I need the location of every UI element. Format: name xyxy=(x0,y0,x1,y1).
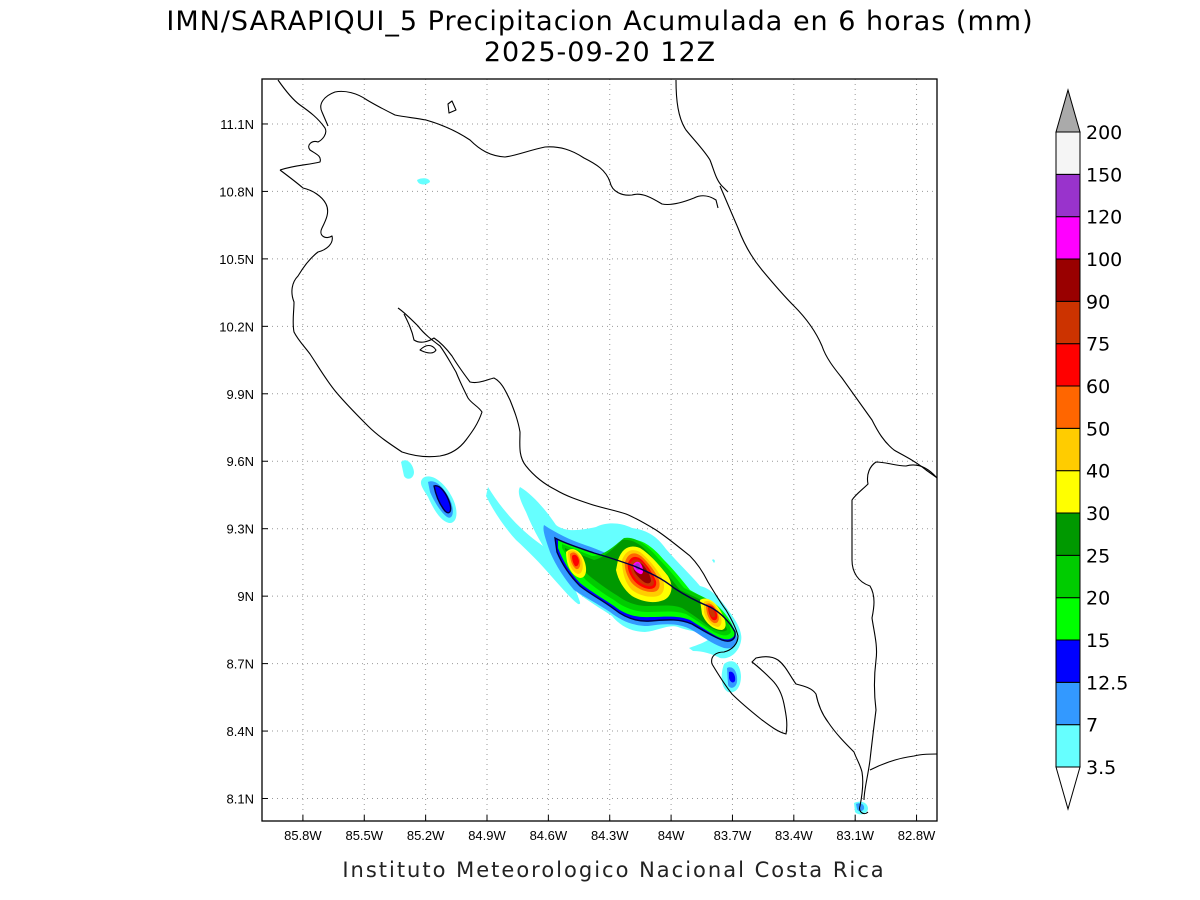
colorbar-swatch-2 xyxy=(1055,639,1081,683)
colorbar-label: 75 xyxy=(1086,334,1110,356)
lat-tick-label: 8.7N xyxy=(227,657,254,672)
colorbar-swatch-12 xyxy=(1055,216,1081,260)
map-area xyxy=(262,79,937,821)
colorbar-label: 25 xyxy=(1086,545,1110,567)
gulf-of-nicoya-island xyxy=(419,344,437,354)
colorbar-label: 30 xyxy=(1086,503,1110,525)
lat-tick-label: 10.5N xyxy=(219,252,254,267)
colorbar-swatch-3 xyxy=(1055,597,1081,641)
colorbar-swatch-6 xyxy=(1055,470,1081,514)
lon-tick-label: 83.7W xyxy=(714,828,752,843)
colorbar-label: 15 xyxy=(1086,630,1110,652)
grid-lines xyxy=(262,79,937,821)
lon-tick-label: 84.3W xyxy=(591,828,629,843)
colorbar-label: 3.5 xyxy=(1086,757,1116,779)
gulf-of-nicoya-coast xyxy=(403,313,739,665)
colorbar-swatch-13 xyxy=(1055,173,1081,218)
colorbar-swatch-11 xyxy=(1055,258,1081,302)
map-frame xyxy=(261,78,938,822)
colorbar-label: 120 xyxy=(1086,207,1122,229)
colorbar-swatch-8 xyxy=(1055,385,1081,429)
colorbar-label: 20 xyxy=(1086,588,1110,610)
lon-tick-label: 84.9W xyxy=(468,828,506,843)
lon-tick-label: 82.8W xyxy=(898,828,936,843)
colorbar-swatch-5 xyxy=(1055,512,1081,556)
lon-tick-label: 85.5W xyxy=(345,828,383,843)
colorbar-label: 40 xyxy=(1086,461,1110,483)
colorbar-swatch-9 xyxy=(1055,343,1081,387)
colorbar: 3.5 7 12.5 15 20 25 30 40 50 60 75 90 100 120 150 200 xyxy=(1055,88,1128,811)
colorbar-high-arrow xyxy=(1055,88,1081,133)
colorbar-swatch-7 xyxy=(1055,427,1081,472)
colorbar-swatch-4 xyxy=(1055,554,1081,599)
lat-tick-label: 10.2N xyxy=(219,319,254,334)
lat-tick-label: 10.8N xyxy=(219,184,254,199)
colorbar-low-arrow xyxy=(1055,766,1081,811)
colorbar-label: 12.5 xyxy=(1086,672,1128,694)
osa-peninsula-coast xyxy=(711,656,869,815)
colorbar-swatch-0 xyxy=(1055,724,1081,768)
panama-border-line xyxy=(851,461,937,801)
colorbar-label: 90 xyxy=(1086,291,1110,313)
island-outline xyxy=(447,100,457,114)
colorbar-label: 7 xyxy=(1086,715,1098,737)
lon-tick-label: 84W xyxy=(658,828,685,843)
colorbar-swatch-10 xyxy=(1055,300,1081,345)
caribbean-coast xyxy=(719,185,937,479)
colorbar-label: 100 xyxy=(1086,249,1122,271)
lat-tick-label: 8.4N xyxy=(227,724,254,739)
map-subtitle: 2025-09-20 12Z xyxy=(484,37,716,68)
lat-tick-label: 9.9N xyxy=(227,387,254,402)
colorbar-label: 50 xyxy=(1086,418,1110,440)
latitude-axis: 8.1N 8.4N 8.7N 9N 9.3N 9.6N 9.9N 10.2N 10.5N 10.8… xyxy=(219,117,268,807)
credit-text: Instituto Meteorologico Nacional Costa R… xyxy=(342,858,885,882)
colorbar-label: 200 xyxy=(1086,122,1122,144)
coastlines-and-borders xyxy=(277,79,937,815)
precipitation-field xyxy=(401,178,868,815)
lat-tick-label: 8.1N xyxy=(227,792,254,807)
colorbar-label: 60 xyxy=(1086,376,1110,398)
precip-contour-outlines xyxy=(433,485,736,642)
lat-tick-label: 9.3N xyxy=(227,522,254,537)
lat-tick-label: 9.6N xyxy=(227,454,254,469)
colorbar-label: 150 xyxy=(1086,164,1122,186)
longitude-axis: 85.8W 85.5W 85.2W 84.9W 84.6W 84.3W 84W 83.7W 83… xyxy=(284,815,936,843)
pacific-coast-north xyxy=(279,169,483,458)
lon-tick-label: 84.6W xyxy=(530,828,568,843)
colorbar-swatch-1 xyxy=(1055,681,1081,726)
lon-tick-label: 83.4W xyxy=(775,828,813,843)
lat-tick-label: 11.1N xyxy=(220,117,254,132)
colorbar-swatch-14 xyxy=(1055,131,1081,175)
lon-tick-label: 83.1W xyxy=(836,828,874,843)
map-title: IMN/SARAPIQUI_5 Precipitacion Acumulada … xyxy=(166,6,1033,37)
lat-tick-label: 9N xyxy=(237,589,254,604)
lon-tick-label: 85.8W xyxy=(284,828,322,843)
lon-tick-label: 85.2W xyxy=(407,828,445,843)
nicaragua-border-line xyxy=(277,79,729,209)
